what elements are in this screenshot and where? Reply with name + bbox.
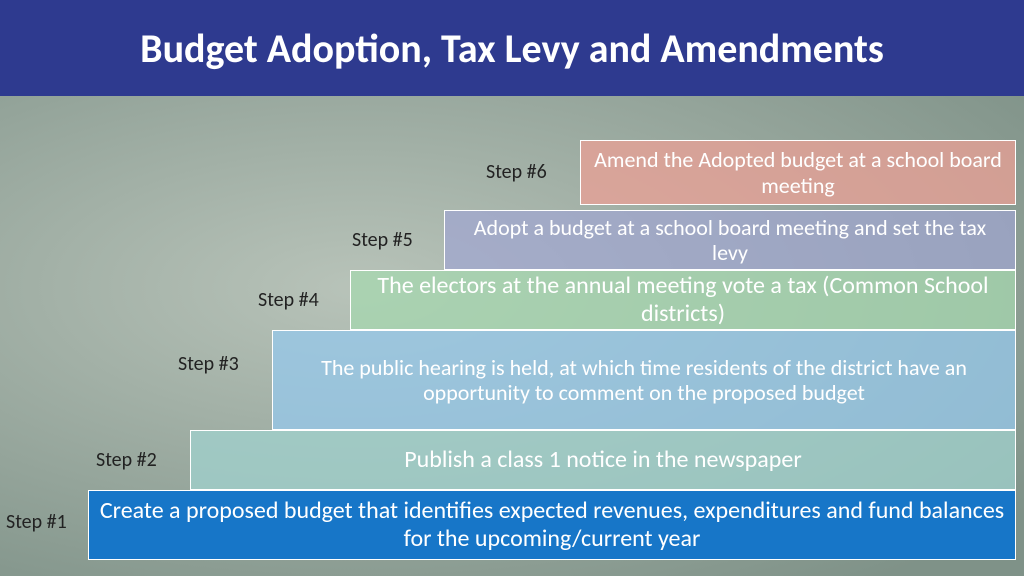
step-label-5: Step #5: [352, 228, 413, 252]
step-box-6: Amend the Adopted budget at a school boa…: [580, 140, 1016, 205]
step-box-4: The electors at the annual meeting vote …: [350, 270, 1016, 330]
step-box-5: Adopt a budget at a school board meeting…: [444, 210, 1016, 270]
step-label-1: Step #1: [6, 510, 67, 534]
title-banner: Budget Adoption, Tax Levy and Amendments: [0, 0, 1024, 96]
title-text: Budget Adoption, Tax Levy and Amendments: [140, 24, 884, 73]
step-label-6: Step #6: [486, 160, 547, 184]
step-box-1: Create a proposed budget that identifies…: [88, 490, 1016, 560]
step-box-2: Publish a class 1 notice in the newspape…: [190, 430, 1016, 490]
slide: Budget Adoption, Tax Levy and Amendments…: [0, 0, 1024, 576]
step-label-3: Step #3: [178, 352, 239, 376]
step-label-4: Step #4: [258, 288, 319, 312]
step-box-3: The public hearing is held, at which tim…: [272, 330, 1016, 430]
step-label-2: Step #2: [96, 448, 157, 472]
